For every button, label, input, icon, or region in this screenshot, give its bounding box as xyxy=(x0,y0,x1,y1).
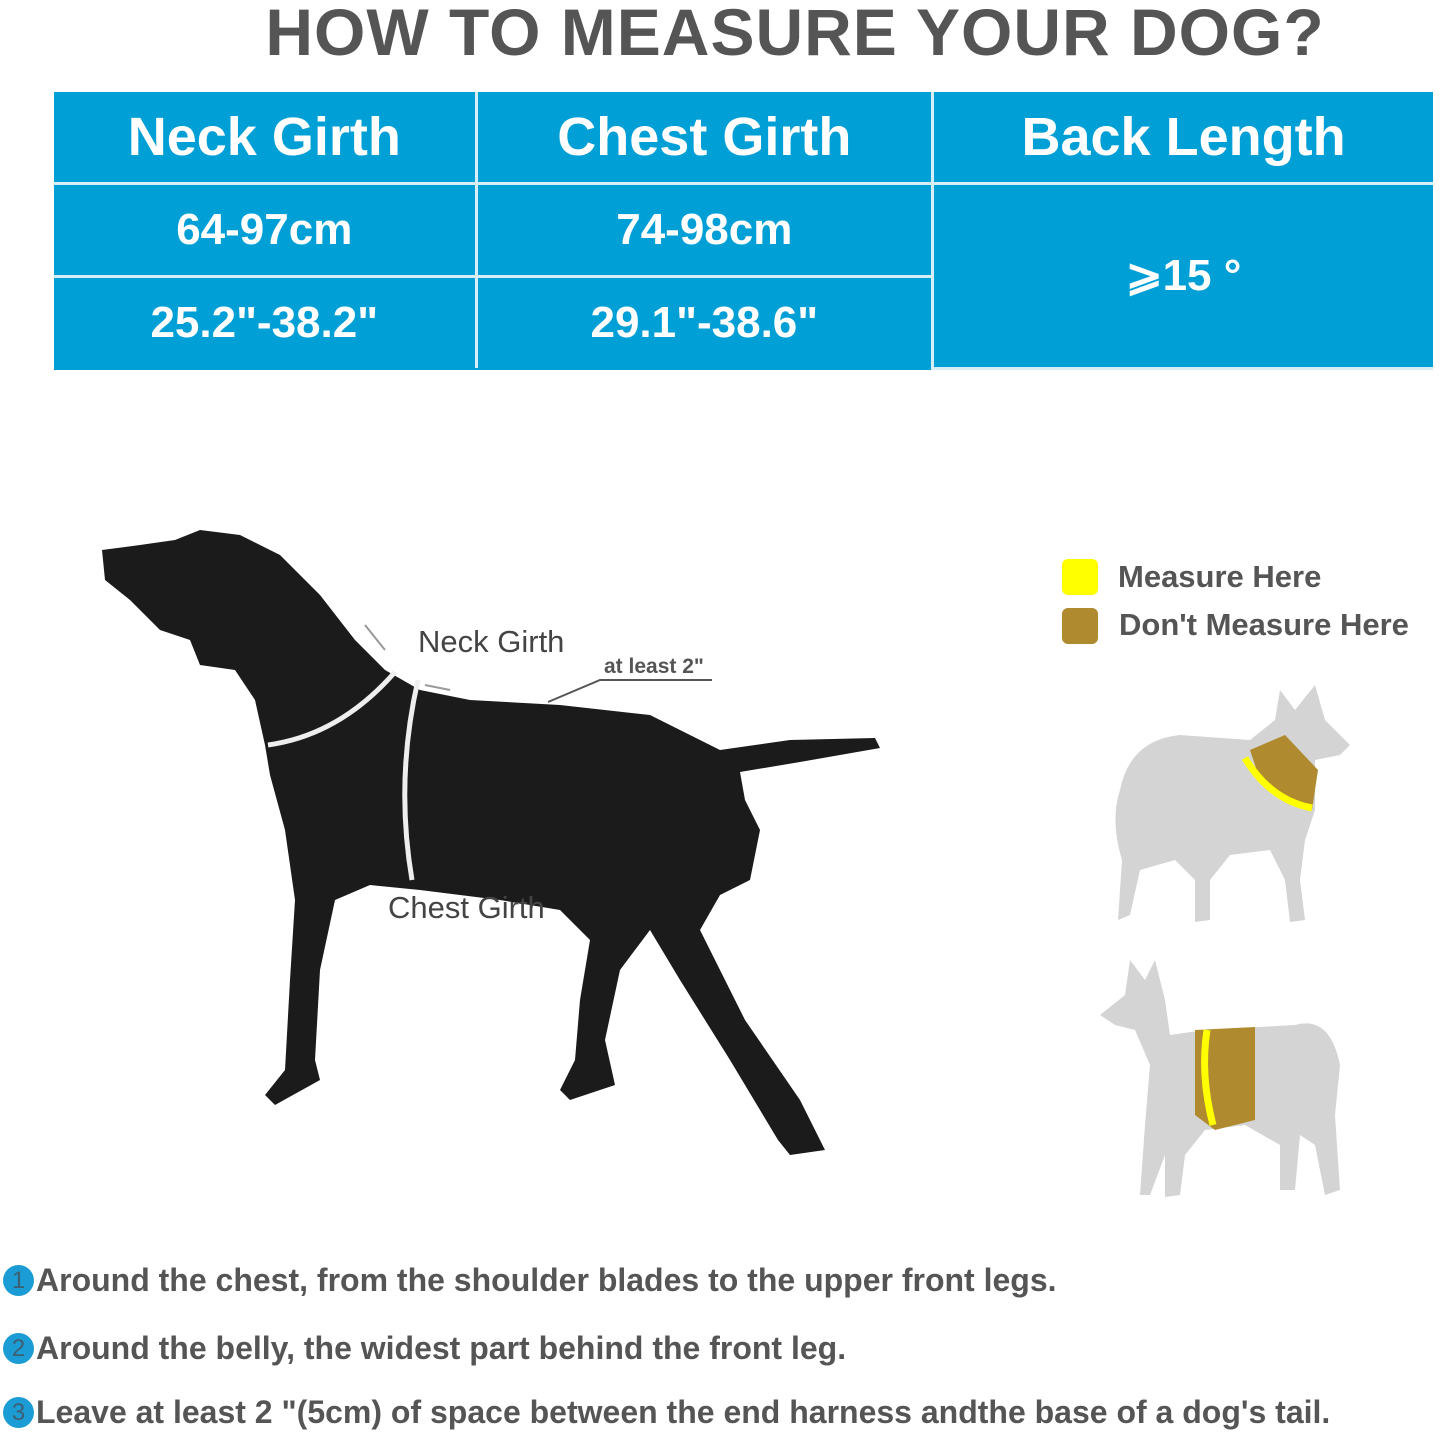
chest-cm: 74-98cm xyxy=(474,182,935,278)
back-length-value: ⩾15 ° xyxy=(931,182,1433,370)
header-neck-girth: Neck Girth xyxy=(54,92,478,185)
dog-silhouette-diagram xyxy=(102,530,880,1155)
dont-measure-here-label: Don't Measure Here xyxy=(1119,607,1409,642)
dont-measure-here-swatch xyxy=(1062,608,1098,644)
neck-girth-label: Neck Girth xyxy=(418,624,565,659)
step-number-icon: 3 xyxy=(3,1397,34,1428)
step-3: 3 Leave at least 2 "(5cm) of space betwe… xyxy=(3,1394,1330,1431)
neck-cm: 64-97cm xyxy=(54,182,478,278)
step-text: Around the chest, from the shoulder blad… xyxy=(36,1262,1057,1298)
step-text: Leave at least 2 "(5cm) of space between… xyxy=(36,1394,1331,1430)
header-back-length: Back Length xyxy=(931,92,1433,185)
step-text: Around the belly, the widest part behind… xyxy=(36,1330,847,1366)
step-number-icon: 1 xyxy=(3,1265,34,1296)
neck-inch: 25.2"-38.2" xyxy=(54,275,478,368)
step-1: 1 Around the chest, from the shoulder bl… xyxy=(3,1262,1057,1299)
chest-inch: 29.1"-38.6" xyxy=(474,275,933,368)
dog-neck-example-image xyxy=(1115,685,1350,922)
step-2: 2 Around the belly, the widest part behi… xyxy=(3,1330,846,1367)
space-label: at least 2" xyxy=(604,655,704,678)
measure-here-swatch xyxy=(1062,559,1098,595)
header-chest-girth: Chest Girth xyxy=(474,92,935,185)
measure-here-label: Measure Here xyxy=(1118,559,1322,594)
page-title: HOW TO MEASURE YOUR DOG? xyxy=(265,0,1325,69)
size-table: Neck Girth Chest Girth Back Length 64-97… xyxy=(54,92,1433,370)
chest-girth-label: Chest Girth xyxy=(388,890,545,925)
dog-belly-example-image xyxy=(1100,960,1340,1197)
step-number-icon: 2 xyxy=(3,1333,34,1364)
